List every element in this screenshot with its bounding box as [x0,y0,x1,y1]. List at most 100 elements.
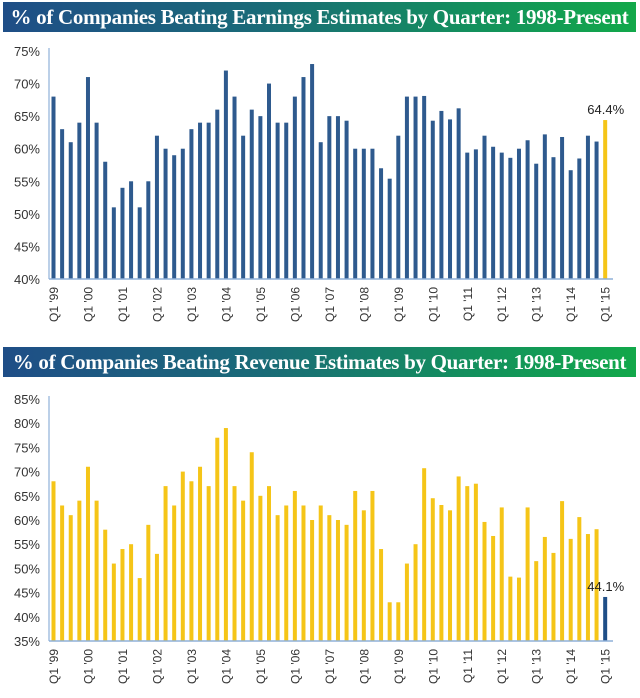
bar [284,505,289,641]
y-tick-label: 50% [14,207,40,222]
bar [404,563,409,641]
bar [241,500,246,641]
bar [310,64,315,279]
bar [137,207,142,279]
y-tick-label: 40% [14,272,40,287]
bar [318,505,323,641]
x-tick-label: Q1 '06 [288,649,302,684]
bar [516,577,521,641]
bar [525,140,530,279]
bar [275,122,280,279]
bar [482,521,487,641]
x-tick-label: Q1 '00 [81,287,95,322]
bar [508,157,513,279]
bar [198,466,203,641]
bar [258,495,263,641]
x-axis-labels: Q1 '99 Q1 '00 Q1 '01 Q1 '02 Q1 '03 Q1 '04 Q1 '… [47,287,613,322]
x-tick-label: Q1 '10 [426,287,440,322]
bar [301,77,306,279]
x-tick-label: Q1 '01 [116,649,130,684]
y-tick-label: 50% [14,561,40,576]
revenue-chart-title: % of Companies Beating Revenue Estimates… [3,347,636,377]
bar [292,96,297,279]
earnings-beat-chart: 40%45%50%55%60%65%70%75% Q1 '99 Q1 '00 Q1 … [14,44,625,322]
bar [146,181,151,279]
bar [379,549,384,641]
x-tick-label: Q1 '03 [185,649,199,684]
bar [568,170,573,279]
bar [370,148,375,279]
bar [77,122,82,279]
x-tick-label: Q1 '02 [150,287,164,322]
y-tick-label: 75% [14,44,40,59]
bar [146,524,151,641]
x-tick-label: Q1 '14 [564,649,578,684]
bar [430,120,435,279]
bar [361,148,366,279]
bar [103,161,108,279]
x-tick-label: Q1 '15 [599,649,613,684]
bar [585,534,590,641]
x-tick-label: Q1 '13 [530,649,544,684]
bar [361,510,366,641]
bar [249,109,254,279]
x-tick-label: Q1 '09 [392,649,406,684]
x-tick-label: Q1 '08 [357,649,371,684]
bar [430,498,435,641]
x-tick-label: Q1 '14 [564,287,578,322]
bar [404,96,409,279]
x-tick-label: Q1 '04 [219,287,233,322]
x-tick-label: Q1 '99 [47,649,61,684]
bar [335,116,340,279]
y-tick-label: 65% [14,109,40,124]
y-tick-label: 60% [14,142,40,157]
y-tick-label: 75% [14,440,40,455]
bar [335,520,340,641]
bar [189,481,194,641]
bar [68,515,73,641]
bar [94,122,99,279]
x-tick-label: Q1 '11 [461,287,475,321]
bar [344,524,349,641]
bar [77,500,82,641]
x-tick-label: Q1 '11 [461,649,475,683]
bar [327,116,332,279]
bar [206,122,211,279]
x-tick-label: Q1 '10 [426,649,440,684]
bar [448,119,453,280]
bar [120,549,125,641]
x-tick-label: Q1 '07 [323,287,337,322]
bar [111,563,116,641]
x-tick-label: Q1 '15 [599,287,613,322]
bar [439,110,444,280]
y-tick-label: 35% [14,634,40,649]
bar [353,490,358,641]
bar [267,83,271,279]
bar [499,507,504,641]
x-tick-label: Q1 '04 [219,649,233,684]
earnings-chart-title: % of Companies Beating Earnings Estimate… [3,2,636,32]
bar [353,148,358,279]
bar [413,96,418,279]
x-tick-label: Q1 '02 [150,649,164,684]
bar [387,178,392,279]
bar [577,158,582,279]
bar [120,187,125,279]
bar [508,576,513,641]
bar [560,136,565,279]
bar [172,155,177,279]
bar [180,148,185,279]
y-tick-label: 70% [14,465,40,480]
bar [310,520,315,641]
latest-value-label: 64.4% [587,102,624,117]
bar [568,538,573,641]
bar [154,135,159,279]
bar [198,122,203,279]
x-tick-label: Q1 '12 [495,287,509,322]
y-tick-label: 45% [14,239,40,254]
bar [318,142,323,279]
bar [499,152,504,279]
bar [473,483,478,641]
bar [491,146,496,279]
bar [542,134,547,279]
